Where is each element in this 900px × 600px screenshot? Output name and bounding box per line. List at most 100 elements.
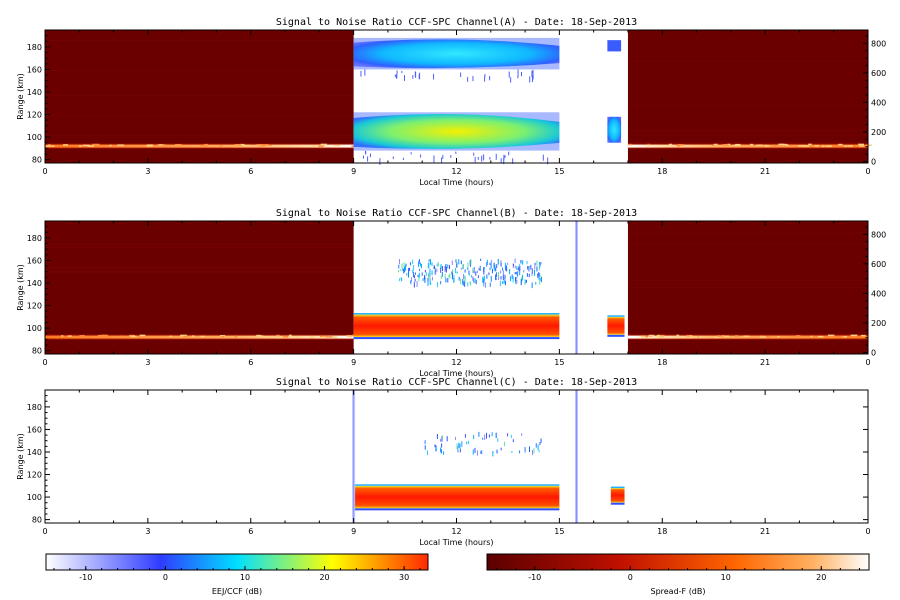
- scatter-echo: [539, 442, 541, 446]
- scatter-echo: [449, 265, 451, 270]
- eej-speck: [402, 157, 404, 161]
- scatter-echo: [437, 262, 439, 267]
- scatter-echo: [424, 440, 426, 445]
- scatter-echo: [452, 269, 454, 275]
- spreadf-speck: [810, 335, 813, 338]
- scatter-echo: [521, 433, 523, 436]
- scatter-echo: [429, 276, 431, 280]
- spreadf-speck: [676, 334, 680, 337]
- scatter-echo: [490, 259, 492, 265]
- scatter-echo: [514, 272, 516, 275]
- spreadf-speck: [322, 336, 327, 338]
- scatter-echo: [419, 268, 421, 272]
- y-tick-label: 100: [27, 324, 42, 333]
- scatter-echo: [456, 271, 458, 274]
- spreadf-speck: [309, 336, 315, 338]
- scatter-echo: [425, 271, 427, 277]
- spreadf-speck: [832, 335, 835, 338]
- spreadf-speck: [79, 145, 82, 147]
- scatter-echo: [474, 278, 476, 284]
- spreadf-speck: [838, 143, 843, 146]
- spreadf-speck: [713, 143, 718, 146]
- scatter-echo: [468, 440, 470, 445]
- right-axis-tick-label: 200: [871, 128, 886, 137]
- spreadf-speck: [840, 335, 844, 338]
- spreadf-band: [627, 134, 868, 136]
- eej-speck: [495, 153, 497, 160]
- x-tick-label: 0: [865, 527, 870, 536]
- scatter-echo: [502, 267, 504, 271]
- scatter-echo: [540, 261, 542, 265]
- scatter-echo: [457, 450, 459, 453]
- spreadf-speck: [860, 334, 866, 337]
- spreadf-speck: [660, 334, 665, 337]
- y-tick-label: 160: [27, 256, 42, 265]
- spreadf-band: [45, 246, 354, 248]
- scatter-echo: [538, 272, 540, 277]
- spreadf-band: [45, 94, 354, 96]
- scatter-echo: [491, 268, 493, 274]
- scatter-echo: [405, 264, 407, 271]
- scatter-echo: [514, 258, 516, 263]
- scatter-echo: [451, 271, 453, 275]
- scatter-echo: [534, 262, 536, 265]
- eej-block: [353, 114, 560, 149]
- scatter-echo: [409, 267, 411, 271]
- spreadf-speck: [87, 145, 94, 147]
- scatter-echo: [519, 266, 521, 271]
- eej-edge: [353, 313, 560, 315]
- scatter-echo: [519, 263, 521, 268]
- spreadf-speck: [262, 336, 270, 339]
- spreadf-speck: [282, 335, 288, 338]
- x-tick-label: 6: [248, 358, 253, 367]
- eej-speck: [500, 158, 502, 163]
- scatter-echo: [399, 278, 401, 282]
- eej-speck: [477, 157, 479, 160]
- spreadf-band: [45, 69, 354, 71]
- spreadf-band: [627, 141, 868, 143]
- scatter-echo: [467, 266, 469, 271]
- scatter-echo: [474, 447, 476, 453]
- spreadf-speck: [257, 144, 264, 146]
- scatter-echo: [436, 263, 438, 267]
- spreadf-speck: [332, 336, 338, 339]
- spreadf-speck: [808, 143, 812, 146]
- spreadf-speck: [237, 336, 240, 338]
- scatter-echo: [441, 435, 443, 440]
- spreadf-speck: [821, 145, 825, 148]
- scatter-echo: [441, 443, 443, 448]
- scatter-echo: [414, 272, 416, 275]
- scatter-echo: [531, 282, 533, 289]
- scatter-echo: [511, 274, 513, 279]
- spreadf-speck: [191, 335, 195, 337]
- scatter-echo: [440, 449, 442, 454]
- y-axis-label: Range (km): [16, 433, 25, 480]
- scatter-echo: [539, 274, 541, 278]
- spreadf-speck: [817, 335, 824, 338]
- scatter-echo: [535, 443, 537, 448]
- scatter-echo: [509, 276, 511, 282]
- spreadf-speck: [686, 334, 691, 337]
- scatter-echo: [473, 270, 475, 274]
- scatter-echo: [459, 448, 461, 453]
- scatter-echo: [412, 259, 414, 265]
- scatter-echo: [528, 446, 530, 452]
- scatter-echo: [538, 275, 540, 280]
- scatter-echo: [497, 438, 499, 442]
- scatter-echo: [526, 273, 528, 277]
- scatter-echo: [497, 271, 499, 278]
- chart-title: Signal to Noise Ratio CCF-SPC Channel(C)…: [276, 377, 637, 388]
- x-tick-label: 0: [42, 527, 47, 536]
- spreadf-band: [45, 134, 354, 136]
- spreadf-speck: [219, 144, 223, 147]
- eej-speck: [367, 156, 369, 162]
- scatter-echo: [461, 441, 463, 447]
- scatter-echo: [470, 275, 472, 278]
- scatter-echo: [489, 262, 491, 266]
- scatter-echo: [464, 269, 466, 273]
- spreadf-speck: [825, 145, 833, 147]
- scatter-echo: [457, 446, 459, 452]
- y-tick-label: 100: [27, 493, 42, 502]
- scatter-echo: [498, 260, 500, 264]
